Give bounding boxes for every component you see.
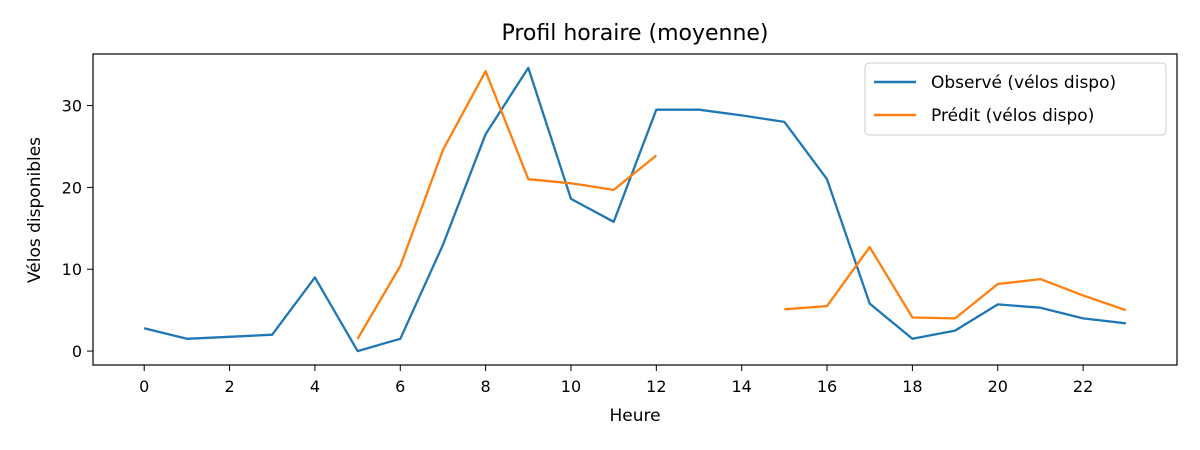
x-axis-ticks: 0 2 4 6 8 10 12 14 16 18 20 22 <box>139 365 1093 396</box>
x-tick-label: 12 <box>646 377 666 396</box>
x-tick-label: 16 <box>817 377 837 396</box>
x-tick-label: 4 <box>310 377 320 396</box>
series-line-predit <box>356 70 1127 340</box>
y-tick-label: 20 <box>62 178 82 197</box>
series-line-observe <box>143 66 1126 353</box>
x-axis-label: Heure <box>609 406 660 426</box>
y-tick-label: 30 <box>62 97 82 116</box>
x-tick-label: 0 <box>139 377 149 396</box>
y-axis-label: Vélos disponibles <box>25 137 45 283</box>
legend-box <box>864 62 1167 136</box>
x-tick-label: 10 <box>561 377 581 396</box>
x-tick-label: 18 <box>902 377 922 396</box>
chart-title: Profil horaire (moyenne) <box>501 21 768 46</box>
legend-label-observe: Observé (vélos dispo) <box>931 73 1116 93</box>
series-layer <box>143 66 1127 353</box>
y-tick-label: 10 <box>62 260 82 279</box>
y-axis-ticks: 0 10 20 30 <box>62 97 93 361</box>
x-tick-label: 2 <box>224 377 234 396</box>
x-tick-label: 22 <box>1073 377 1093 396</box>
y-tick-label: 0 <box>72 342 82 361</box>
x-tick-label: 14 <box>732 377 752 396</box>
legend: Observé (vélos dispo) Prédit (vélos disp… <box>864 62 1167 136</box>
legend-label-predit: Prédit (vélos dispo) <box>931 106 1094 126</box>
x-tick-label: 6 <box>395 377 405 396</box>
x-tick-label: 8 <box>481 377 491 396</box>
x-tick-label: 20 <box>988 377 1008 396</box>
